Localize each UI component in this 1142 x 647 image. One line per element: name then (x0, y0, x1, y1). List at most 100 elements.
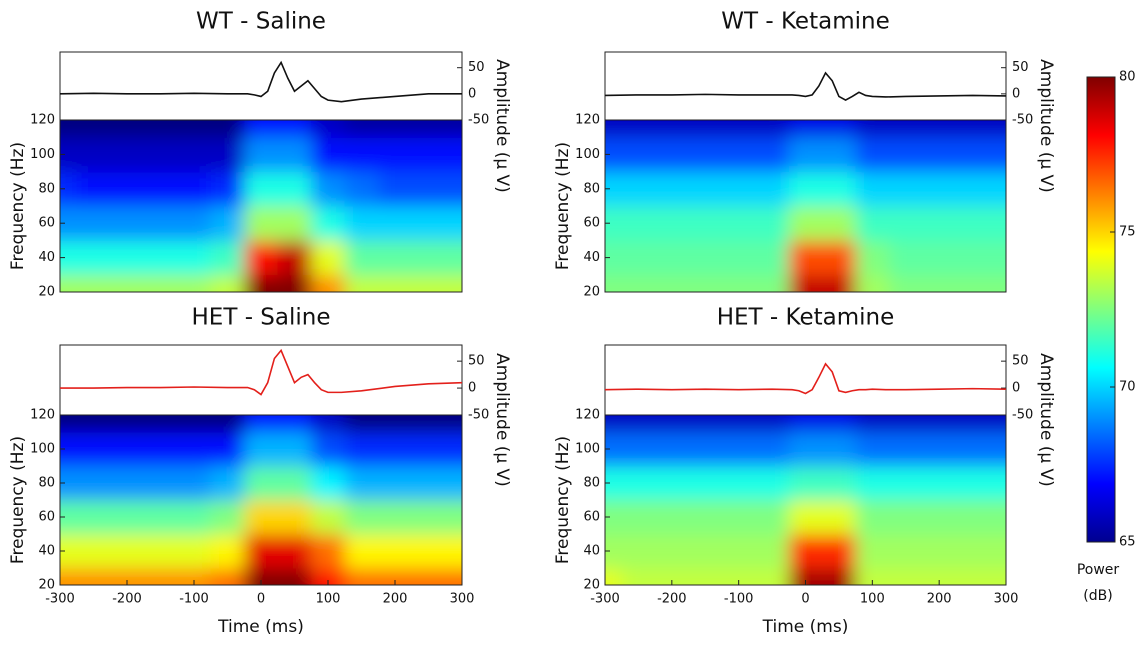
heatmap-cell (311, 415, 346, 433)
heatmap-cell (143, 206, 178, 241)
heatmap-cell (721, 120, 756, 138)
heatmap-cell (922, 274, 957, 292)
heatmap-cell (143, 137, 178, 173)
heatmap-cell (210, 206, 245, 241)
y-tick-label: 20 (583, 578, 600, 593)
heatmap-cell (889, 206, 923, 241)
heatmap-cell (788, 466, 823, 501)
heatmap-cell (76, 206, 111, 241)
heatmap-cell (655, 432, 690, 467)
heatmap-cell (344, 137, 379, 173)
heatmap-cell (76, 120, 111, 138)
heatmap-cell (605, 137, 623, 173)
heatmap-cell (210, 137, 245, 173)
heatmap-cell (311, 568, 346, 585)
heatmap-cell (621, 274, 656, 292)
heatmap-cell (143, 466, 178, 501)
heatmap-cell (755, 206, 790, 241)
heatmap-cell (721, 206, 756, 241)
heatmap-cell (855, 432, 890, 467)
trace-y-tick-label: 0 (468, 381, 476, 396)
heatmap-cell (889, 171, 923, 207)
heatmap-cell (143, 274, 178, 292)
colorbar-tick-label: 80 (1119, 70, 1136, 85)
heatmap-cell (688, 432, 723, 467)
heatmap-cell (688, 568, 723, 585)
heatmap-cell (344, 466, 379, 501)
heatmap-cell (445, 568, 462, 585)
trace-y-tick-label: 50 (468, 354, 485, 369)
panel-title: HET - Saline (192, 305, 331, 331)
heatmap-cell (445, 274, 462, 292)
heatmap-cell (605, 432, 623, 467)
y-tick-label: 120 (575, 408, 600, 423)
heatmap-cell (76, 466, 111, 501)
heatmap-cell (411, 240, 446, 276)
heatmap-cell (344, 500, 379, 535)
heatmap-cell (445, 240, 462, 276)
heatmap-cell (143, 500, 178, 535)
panel-title: HET - Ketamine (717, 305, 895, 331)
heatmap-cell (955, 171, 990, 207)
heatmap-cell (60, 206, 78, 241)
heatmap-cell (244, 137, 279, 173)
y-tick-label: 60 (38, 216, 55, 231)
heatmap-cell (110, 206, 145, 241)
heatmap-cell (177, 466, 212, 501)
y-tick-label: 60 (583, 216, 600, 231)
trace-line (59, 60, 462, 103)
heatmap (605, 415, 1006, 585)
heatmap-cell (922, 466, 957, 501)
colorbar (1086, 76, 1116, 543)
heatmap-cell (688, 415, 723, 433)
heatmap-cell (822, 240, 857, 276)
heatmap-cell (721, 137, 756, 173)
heatmap-cell (445, 415, 462, 433)
colorbar-label: Power (1077, 562, 1120, 578)
heatmap-cell (244, 415, 279, 433)
heatmap-cell (889, 137, 923, 173)
heatmap-cell (244, 568, 279, 585)
x-tick-label: 200 (383, 592, 408, 607)
heatmap-cell (822, 206, 857, 241)
heatmap-cell (311, 274, 346, 292)
heatmap (605, 120, 1006, 292)
heatmap-cell (655, 137, 690, 173)
heatmap-cell (311, 171, 346, 207)
heatmap-cell (177, 500, 212, 535)
trace-y-tick-label: 50 (1012, 354, 1029, 369)
heatmap-cell (721, 415, 756, 433)
heatmap (60, 120, 462, 292)
heatmap-cell (411, 466, 446, 501)
heatmap-cell (922, 240, 957, 276)
heatmap-cell (277, 466, 312, 501)
x-tick-label: -100 (179, 592, 209, 607)
heatmap-cell (76, 240, 111, 276)
heatmap-cell (721, 432, 756, 467)
heatmap-cell (989, 171, 1006, 207)
heatmap-cell (110, 137, 145, 173)
colorbar-tick-label: 65 (1119, 535, 1136, 550)
heatmap-cell (755, 466, 790, 501)
heatmap-cell (378, 137, 413, 173)
y-tick-label: 20 (38, 285, 55, 300)
heatmap-cell (244, 171, 279, 207)
heatmap-cells (60, 415, 462, 585)
heatmap-cell (76, 415, 111, 433)
heatmap-cell (688, 171, 723, 207)
x-tick-label: 200 (927, 592, 952, 607)
heatmap-cells (605, 120, 1006, 292)
trace-y-tick-label: 50 (1012, 60, 1029, 75)
colorbar-tick-label: 70 (1119, 380, 1136, 395)
heatmap-cell (989, 240, 1006, 276)
x-tick-label: 0 (801, 592, 809, 607)
heatmap-cell (605, 534, 623, 569)
heatmap-cell (76, 432, 111, 467)
x-tick-label: -300 (590, 592, 620, 607)
y-tick-label: 40 (38, 544, 55, 559)
heatmap-cell (788, 568, 823, 585)
heatmap-cell (344, 432, 379, 467)
heatmap-cell (277, 415, 312, 433)
heatmap-cell (110, 120, 145, 138)
